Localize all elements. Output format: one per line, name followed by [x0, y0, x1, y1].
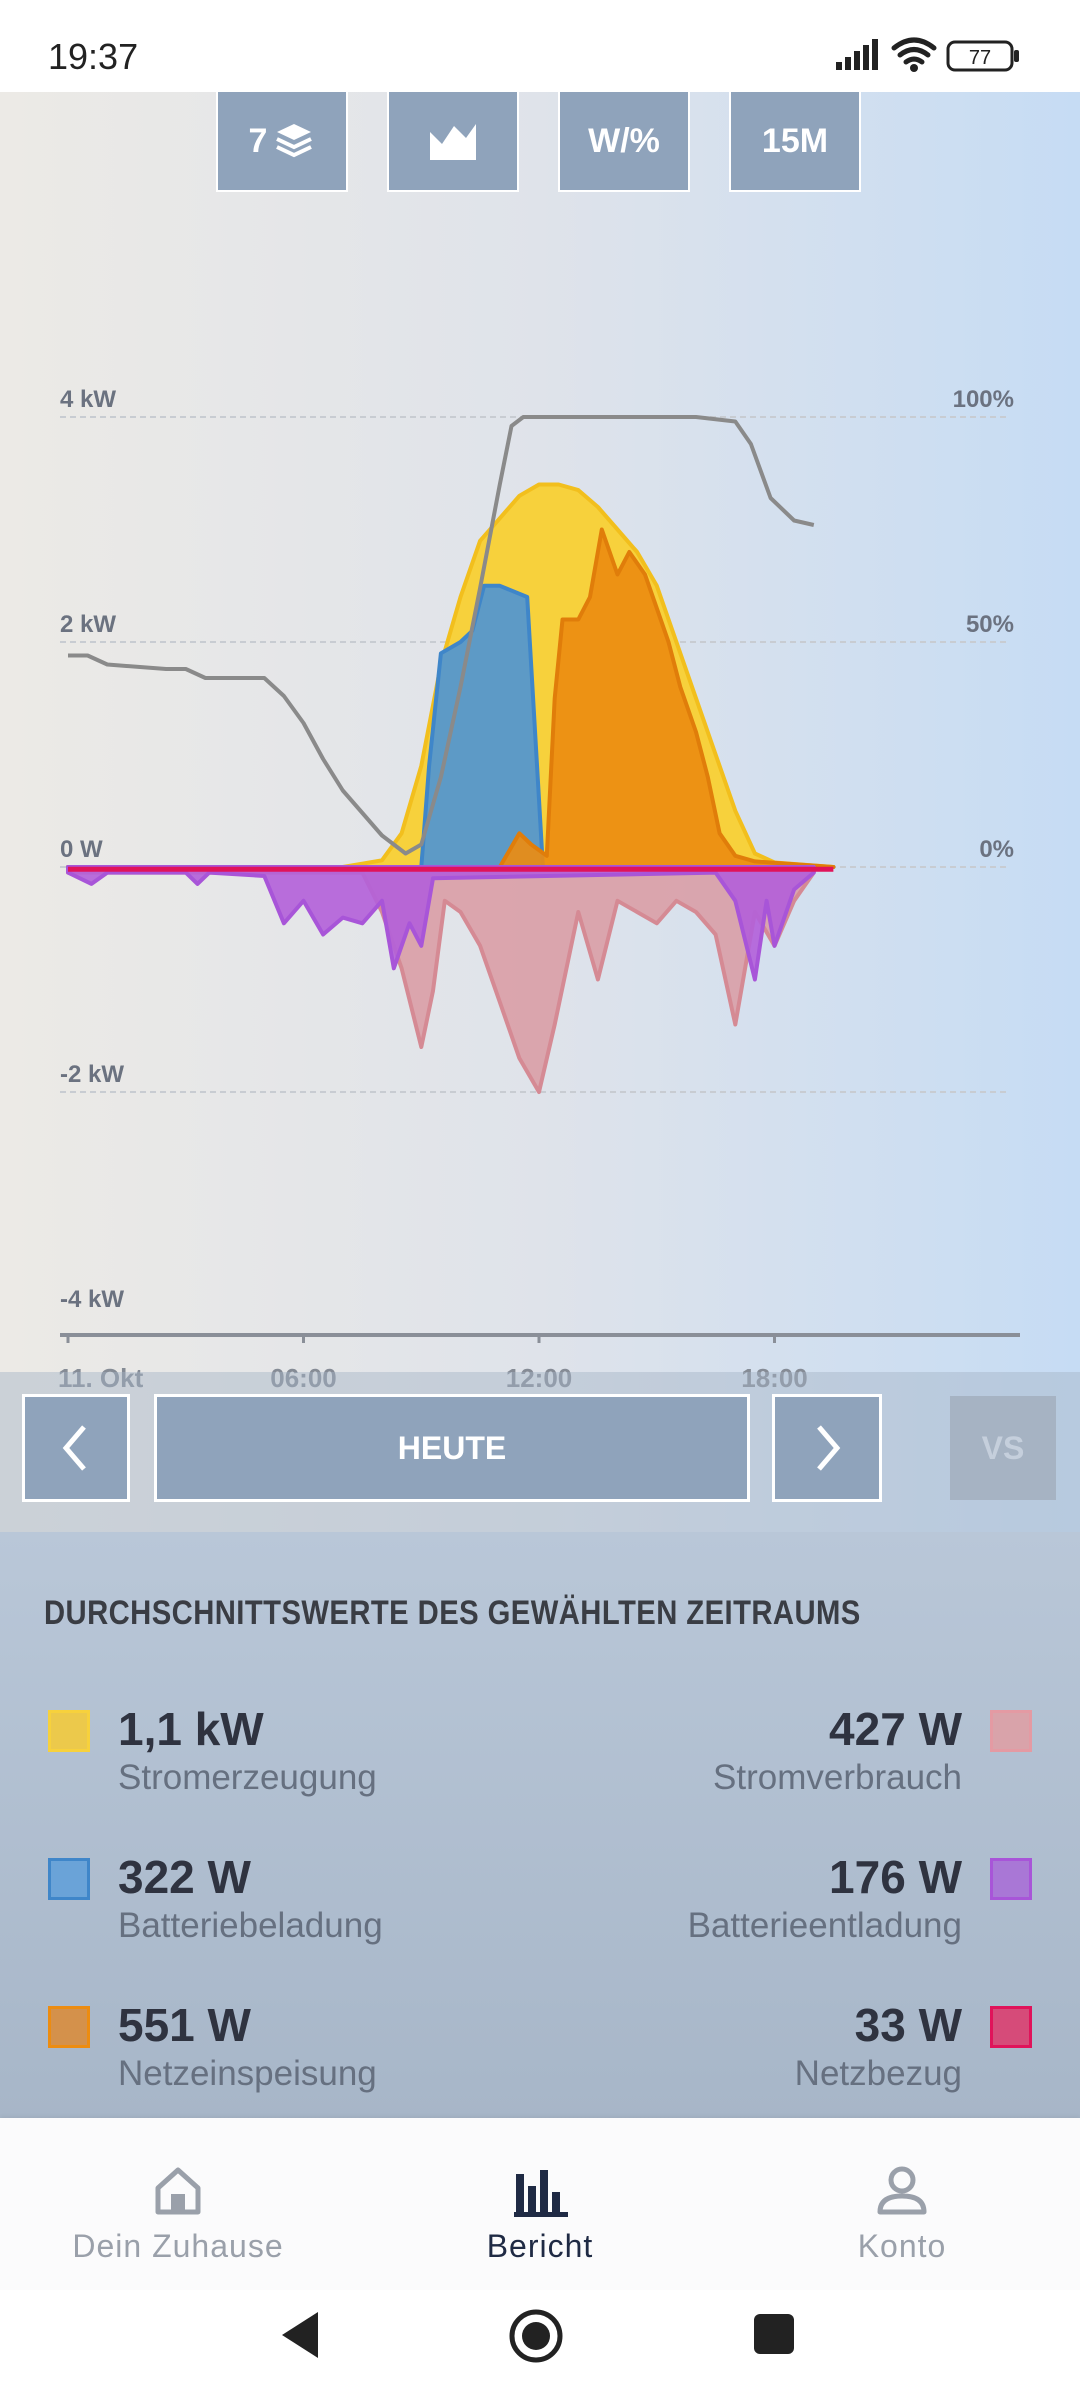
stat-label: Stromerzeugung	[118, 1758, 377, 1797]
report-screen: 7 W/% 15M 4 kW 2 kW 0 W -2 kW -4 kW 100% 50% 0%…	[0, 92, 1080, 2118]
period-label-button[interactable]: HEUTE	[154, 1394, 750, 1502]
series-power-consumption	[66, 865, 816, 1094]
y-left-tick-label: 4 kW	[60, 386, 116, 413]
stat-value: 33 W	[854, 1999, 962, 2051]
person-icon	[877, 2166, 927, 2215]
x-tick-label: 11. Okt	[58, 1363, 144, 1393]
x-tick-label: 18:00	[741, 1363, 808, 1393]
nav-report-label: Bericht	[486, 2228, 594, 2264]
battery-icon: 77	[946, 40, 1019, 72]
nav-home-label: Dein Zuhause	[72, 2228, 284, 2264]
stat-grid-consumption: 33 W Netzbezug	[552, 1998, 1032, 2118]
back-icon[interactable]	[276, 2308, 326, 2362]
chevron-left-icon	[62, 1425, 86, 1471]
compare-button[interactable]: VS	[950, 1396, 1056, 1500]
nav-account[interactable]: Konto	[752, 2142, 1052, 2264]
bar-chart-icon	[514, 2170, 568, 2217]
wifi-icon	[891, 37, 937, 65]
stat-label: Netzeinspeisung	[118, 2054, 377, 2093]
series-battery-soc	[68, 415, 815, 856]
stat-label: Batterieentladung	[687, 1906, 962, 1945]
interval-button[interactable]: 15M	[729, 92, 861, 192]
legend-swatch	[990, 1710, 1032, 1752]
stat-label: Stromverbrauch	[713, 1758, 962, 1797]
area-chart-icon	[430, 124, 476, 160]
date-navigation: HEUTE VS	[0, 1372, 1080, 1532]
averages-panel: DURCHSCHNITTSWERTE DES GEWÄHLTEN ZEITRAU…	[0, 1532, 1080, 2118]
averages-title: DURCHSCHNITTSWERTE DES GEWÄHLTEN ZEITRAU…	[44, 1594, 861, 1632]
legend-swatch	[48, 1710, 90, 1752]
y-left-tick-label: 0 W	[60, 836, 103, 863]
stat-power-consumption: 427 W Stromverbrauch	[552, 1702, 1032, 1822]
stat-grid-feed-in: 551 W Netzeinspeisung	[48, 1998, 528, 2118]
layers-count: 7	[248, 121, 268, 160]
status-icons: 77	[836, 37, 1019, 72]
svg-text:77: 77	[969, 47, 991, 69]
status-bar: 19:37 77	[0, 0, 1080, 92]
recents-icon[interactable]	[750, 2310, 800, 2360]
chart-toolbar: 7 W/% 15M	[0, 92, 1080, 196]
series-grid-feed-in	[66, 527, 836, 869]
chevron-right-icon	[817, 1425, 841, 1471]
stat-battery-discharging: 176 W Batterieentladung	[552, 1850, 1032, 1970]
stat-value: 176 W	[829, 1851, 962, 1903]
stat-value: 427 W	[829, 1703, 962, 1755]
status-time: 19:37	[48, 36, 139, 77]
unit-button[interactable]: W/%	[558, 92, 690, 192]
y-right-tick-label: 0%	[979, 836, 1014, 863]
stat-power-generation: 1,1 kW Stromerzeugung	[48, 1702, 528, 1822]
nav-account-label: Konto	[857, 2228, 947, 2264]
y-left-tick-label: -2 kW	[60, 1061, 124, 1088]
home-circle-icon[interactable]	[508, 2308, 564, 2364]
y-right-tick-label: 100%	[953, 386, 1014, 413]
nav-home[interactable]: Dein Zuhause	[28, 2142, 328, 2264]
legend-swatch	[48, 2006, 90, 2048]
nav-report[interactable]: Bericht	[390, 2142, 690, 2264]
previous-period-button[interactable]	[22, 1394, 130, 1502]
energy-chart: 4 kW 2 kW 0 W -2 kW -4 kW 100% 50% 0% 11. Okt 06:…	[0, 262, 1080, 1402]
home-icon	[155, 2167, 201, 2215]
legend-swatch	[990, 2006, 1032, 2048]
stat-value: 1,1 kW	[118, 1703, 264, 1755]
system-navigation-bar	[0, 2290, 1080, 2400]
stat-label: Batteriebeladung	[118, 1906, 383, 1945]
y-left-tick-label: -4 kW	[60, 1286, 124, 1313]
stat-battery-charging: 322 W Batteriebeladung	[48, 1850, 528, 1970]
stat-label: Netzbezug	[794, 2054, 962, 2093]
legend-swatch	[48, 1858, 90, 1900]
legend-swatch	[990, 1858, 1032, 1900]
y-left-tick-label: 2 kW	[60, 611, 116, 638]
x-tick-label: 12:00	[506, 1363, 573, 1393]
chart-type-button[interactable]	[387, 92, 519, 192]
energy-chart-svg: 4 kW 2 kW 0 W -2 kW -4 kW 100% 50% 0% 11. Okt 06:…	[58, 386, 1020, 1393]
stat-value: 322 W	[118, 1851, 251, 1903]
layers-icon	[276, 124, 313, 158]
y-right-tick-label: 50%	[966, 611, 1014, 638]
layers-button[interactable]: 7	[216, 92, 348, 192]
next-period-button[interactable]	[772, 1394, 882, 1502]
x-tick-label: 06:00	[270, 1363, 337, 1393]
stat-value: 551 W	[118, 1999, 251, 2051]
series-battery-discharging	[66, 865, 816, 982]
signal-icon	[836, 39, 878, 70]
bottom-navigation: Dein Zuhause Bericht Konto	[0, 2118, 1080, 2290]
